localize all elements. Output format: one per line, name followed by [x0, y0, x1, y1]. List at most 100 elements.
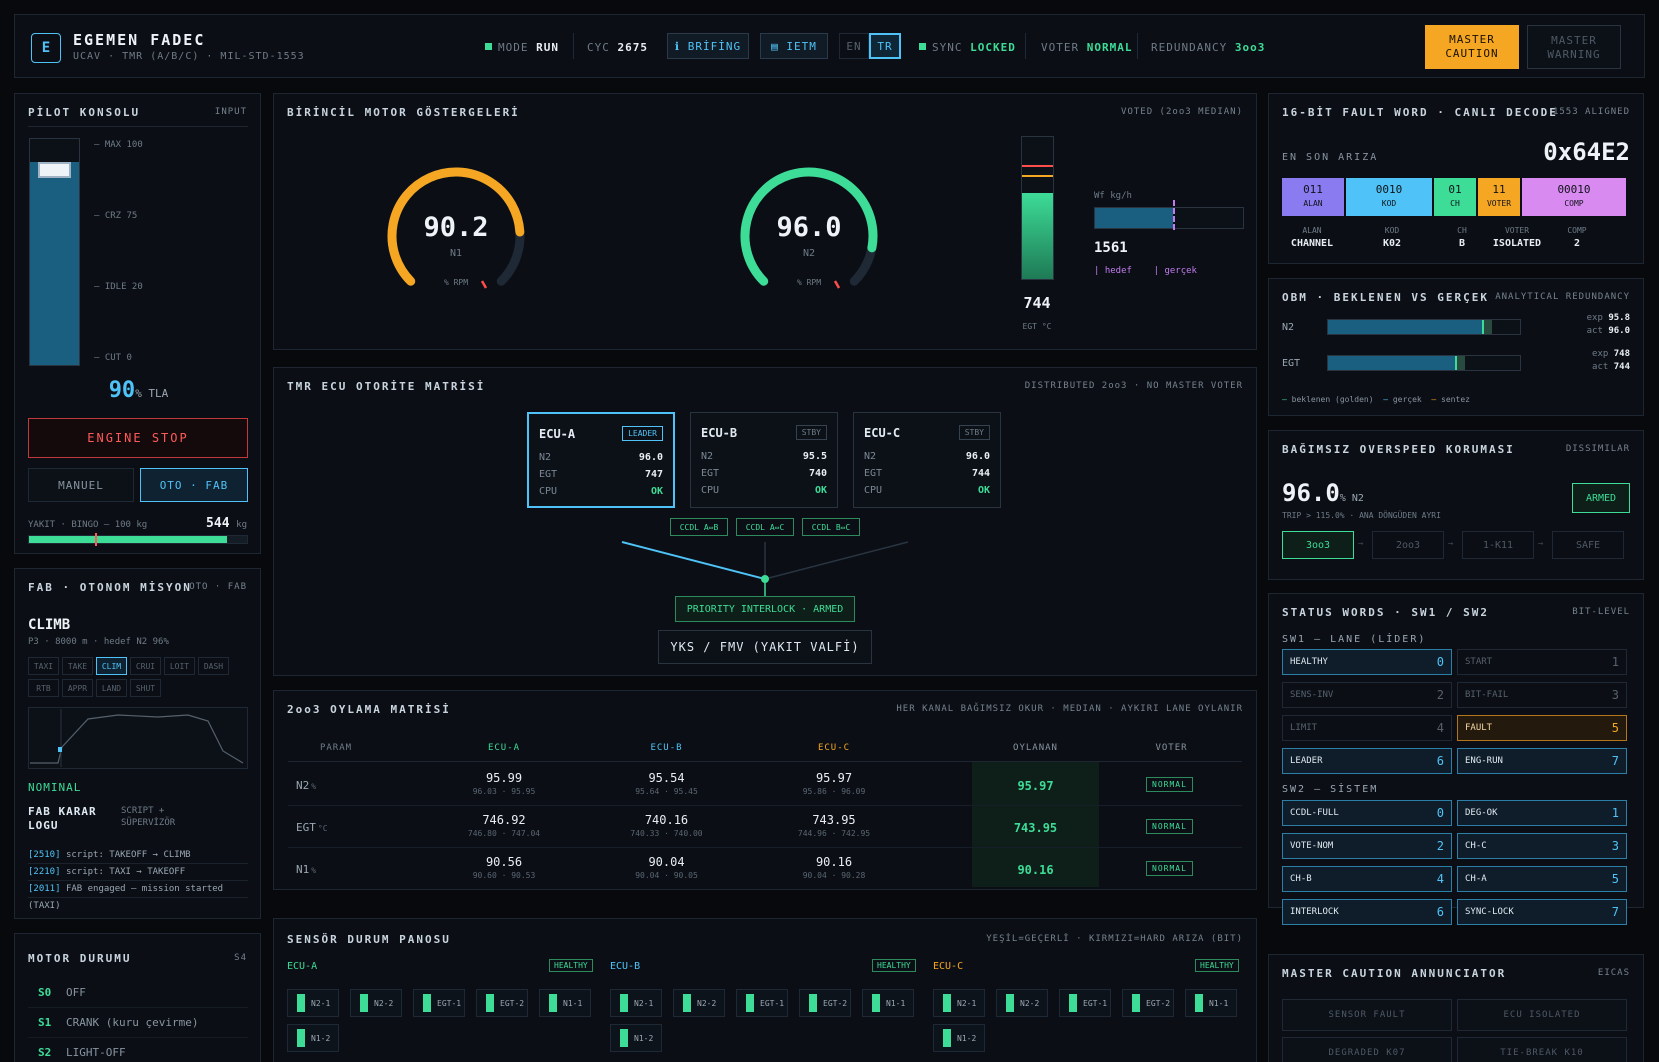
panel-title: OBM · BEKLENEN VS GERÇEK: [1282, 291, 1489, 304]
phase-chip[interactable]: CRUI: [130, 657, 161, 675]
n2-unit: % RPM: [796, 278, 822, 287]
panel-tag: VOTED (2oo3 MEDIAN): [1121, 107, 1243, 117]
wf-bar: [1094, 200, 1244, 230]
sensor-chip[interactable]: EGT-2: [799, 989, 851, 1017]
sensor-chip[interactable]: N1-2: [287, 1024, 339, 1052]
egt-unit: EGT °C: [1022, 322, 1052, 331]
sensor-chip[interactable]: EGT-1: [413, 989, 465, 1017]
vote-column-header: ECU-A: [487, 743, 521, 753]
vote-column-header: OYLANAN: [1013, 743, 1058, 753]
phase-chip[interactable]: RTB: [28, 679, 59, 697]
engine-stop-button[interactable]: ENGINE STOP: [28, 418, 248, 458]
briefing-button[interactable]: ℹ BRİFİNG: [667, 33, 749, 59]
phase-chip[interactable]: TAXI: [28, 657, 59, 675]
master-warning-button[interactable]: MASTER WARNING: [1527, 25, 1621, 69]
vote-lane-value: 95.54 95.64 · 95.45: [635, 771, 698, 796]
sensor-chip[interactable]: N2-2: [996, 989, 1048, 1017]
master-caution-button[interactable]: MASTER CAUTION: [1425, 25, 1519, 69]
sensor-chip[interactable]: EGT-2: [1122, 989, 1174, 1017]
sensor-chip[interactable]: N1-1: [862, 989, 914, 1017]
ecu-card[interactable]: ECU-A LEADER N2 96.0 EGT 747 CPU OK: [527, 412, 675, 508]
lang-en-button[interactable]: EN: [839, 33, 869, 59]
status-bit: START 1: [1457, 649, 1627, 675]
redundancy-indicator: REDUNDANCY 3oo3: [1151, 41, 1266, 54]
sensor-chip[interactable]: N1-1: [539, 989, 591, 1017]
panel-tag: INPUT: [214, 107, 247, 117]
sensor-chip[interactable]: N1-2: [933, 1024, 985, 1052]
status-bit: LIMIT 4: [1282, 715, 1452, 741]
degradation-step: SAFE: [1552, 531, 1624, 559]
vote-lane-value: 743.95 744.96 · 742.95: [797, 813, 871, 838]
panel-tag: OTO · FAB: [189, 582, 247, 592]
phase-chip[interactable]: DASH: [198, 657, 229, 675]
ecu-value-row: CPU OK: [864, 485, 990, 496]
tick-label: — MAX 100: [94, 140, 143, 150]
sensor-board-panel: SENSÖR DURUM PANOSU YEŞİL=GEÇERLİ · KIRM…: [273, 918, 1257, 1062]
degradation-step: 1-K11: [1462, 531, 1534, 559]
obm-readout: exp 748 act 744: [1592, 349, 1630, 372]
status-bit: CH-C 3: [1457, 833, 1627, 859]
sensor-chip[interactable]: N2-1: [933, 989, 985, 1017]
sensor-chip[interactable]: EGT-2: [476, 989, 528, 1017]
decoded-field: KOD K02: [1382, 226, 1402, 249]
ecu-card[interactable]: ECU-B STBY N2 95.5 EGT 740 CPU OK: [690, 412, 838, 508]
ccdl-link-bc: CCDL B⇔C: [802, 518, 860, 536]
vote-lane-value: 90.56 90.60 · 90.53: [472, 855, 536, 880]
log-entry: [2510] script: TAKEOFF → CLIMB: [28, 847, 248, 864]
wf-label: Wf kg/h: [1094, 191, 1132, 201]
phase-chip[interactable]: CLIM: [96, 657, 127, 675]
throttle-track[interactable]: [29, 138, 80, 366]
tla-readout: 90% TLA: [108, 378, 169, 403]
motor-state-row: S2 LIGHT-OFF: [28, 1038, 248, 1062]
top-bar: E EGEMEN FADEC UCAV · TMR (A/B/C) · MIL-…: [14, 14, 1645, 78]
manual-mode-button[interactable]: MANUEL: [28, 468, 134, 502]
cycle-counter: CYC 2675: [587, 41, 648, 54]
vote-lane-value: 90.04 90.04 · 90.05: [635, 855, 698, 880]
sensor-chip[interactable]: N1-2: [610, 1024, 662, 1052]
motor-state-panel: MOTOR DURUMU S4 S0 OFF S1 CRANK (kuru çevir…: [14, 933, 261, 1062]
tick-label: — CUT 0: [94, 353, 132, 363]
obm-bar: [1327, 355, 1521, 371]
sensor-chip[interactable]: N2-2: [673, 989, 725, 1017]
sensor-chip[interactable]: N2-2: [350, 989, 402, 1017]
log-entry: [2011] FAB engaged — mission started: [28, 881, 248, 898]
phase-chip[interactable]: TAKE: [62, 657, 93, 675]
vote-param: N1%: [296, 863, 317, 876]
panel-title: MOTOR DURUMU: [28, 952, 132, 965]
n1-unit: % RPM: [443, 278, 469, 287]
phase-chip[interactable]: LOIT: [164, 657, 195, 675]
fault-field: 11 VOTER: [1478, 178, 1520, 216]
phase-chip[interactable]: APPR: [62, 679, 93, 697]
panel-title: 2oo3 OYLAMA MATRİSİ: [287, 703, 451, 716]
overspeed-panel: BAĞIMSIZ OVERSPEED KORUMASI DISSIMILAR 9…: [1268, 430, 1644, 580]
ccdl-links: [621, 541, 909, 596]
sensor-chip[interactable]: N2-1: [610, 989, 662, 1017]
status-bit: ENG-RUN 7: [1457, 748, 1627, 774]
sensor-chip[interactable]: EGT-1: [736, 989, 788, 1017]
ietm-button[interactable]: ▤ IETM: [760, 33, 828, 59]
sensor-chip[interactable]: N2-1: [287, 989, 339, 1017]
lang-tr-button[interactable]: TR: [869, 33, 901, 59]
decoded-field: CH B: [1457, 226, 1467, 249]
sensor-chip[interactable]: N1-1: [1185, 989, 1237, 1017]
ecu-name: ECU-B: [701, 426, 738, 440]
status-bit: CH-B 4: [1282, 866, 1452, 892]
vote-lane-value: 90.16 90.04 · 90.28: [802, 855, 866, 880]
panel-tag: DISSIMILAR: [1565, 444, 1630, 454]
decoded-field: ALAN CHANNEL: [1290, 226, 1334, 249]
annunciator-light: DEGRADED K07: [1282, 1037, 1452, 1062]
sensor-chip[interactable]: EGT-1: [1059, 989, 1111, 1017]
status-bit: SYNC-LOCK 7: [1457, 899, 1627, 925]
panel-title: PİLOT KONSOLU: [28, 106, 141, 119]
annunciator-panel: MASTER CAUTION ANNUNCIATOR EICAS SENSOR …: [1268, 954, 1644, 1062]
annunciator-light: SENSOR FAULT: [1282, 999, 1452, 1031]
panel-title: STATUS WORDS · SW1 / SW2: [1282, 606, 1489, 619]
phase-chip[interactable]: LAND: [96, 679, 127, 697]
phase-chip[interactable]: SHUT: [130, 679, 161, 697]
obm-legend: — beklenen (golden) — gerçek — sentez: [1282, 395, 1470, 404]
throttle-handle[interactable]: [38, 161, 71, 178]
ecu-card[interactable]: ECU-C STBY N2 96.0 EGT 744 CPU OK: [853, 412, 1001, 508]
armed-badge: ARMED: [1572, 483, 1630, 513]
auto-fab-button[interactable]: OTO · FAB: [140, 468, 248, 502]
status-bit: INTERLOCK 6: [1282, 899, 1452, 925]
